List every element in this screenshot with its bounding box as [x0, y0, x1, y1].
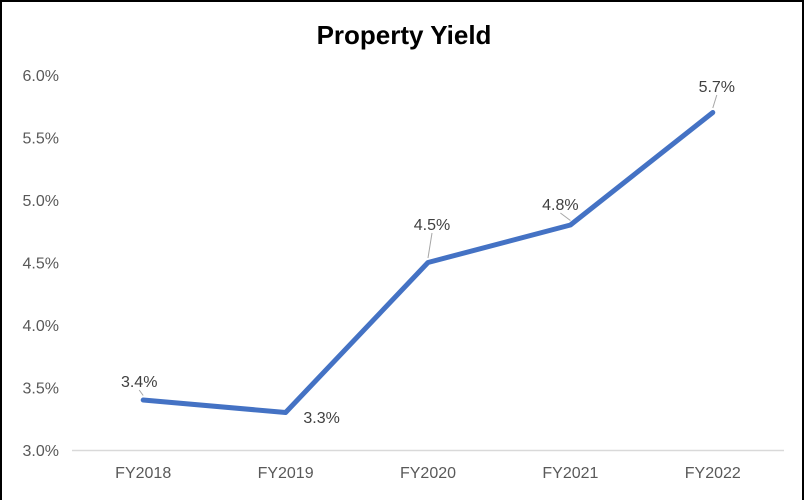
x-tick-label: FY2018 — [115, 465, 171, 482]
x-tick-label: FY2022 — [685, 465, 741, 482]
data-labels-group: 3.4% 3.3% 4.5% 4.8% 5.7% — [121, 79, 735, 427]
data-label: 4.5% — [414, 217, 450, 234]
chart-title: Property Yield — [317, 20, 492, 50]
y-tick-label: 4.0% — [23, 318, 59, 335]
data-label: 3.3% — [303, 410, 339, 427]
data-label-leader-line — [712, 94, 718, 109]
x-tick-label: FY2020 — [400, 465, 456, 482]
y-tick-label: 6.0% — [23, 68, 59, 85]
x-tick-label: FY2019 — [258, 465, 314, 482]
data-label: 3.4% — [121, 374, 157, 391]
y-tick-label: 3.0% — [23, 443, 59, 460]
y-tick-label: 4.5% — [23, 256, 59, 273]
data-label: 4.8% — [542, 197, 578, 214]
data-label-leader-line — [427, 232, 433, 259]
y-tick-label: 3.5% — [23, 381, 59, 398]
y-tick-label: 5.0% — [23, 193, 59, 210]
data-label-leader-line — [138, 389, 144, 396]
x-axis-tick-labels: FY2018 FY2019 FY2020 FY2021 FY2022 — [115, 465, 741, 482]
x-tick-label: FY2021 — [542, 465, 598, 482]
data-label: 5.7% — [699, 79, 735, 96]
data-label-leader-line — [560, 212, 571, 221]
series-line-group — [140, 110, 716, 415]
property-yield-line — [140, 110, 716, 415]
y-axis-tick-labels: 3.0% 3.5% 4.0% 4.5% 5.0% 5.5% 6.0% — [23, 68, 59, 460]
y-tick-label: 5.5% — [23, 131, 59, 148]
data-label-leader-lines — [138, 94, 718, 396]
